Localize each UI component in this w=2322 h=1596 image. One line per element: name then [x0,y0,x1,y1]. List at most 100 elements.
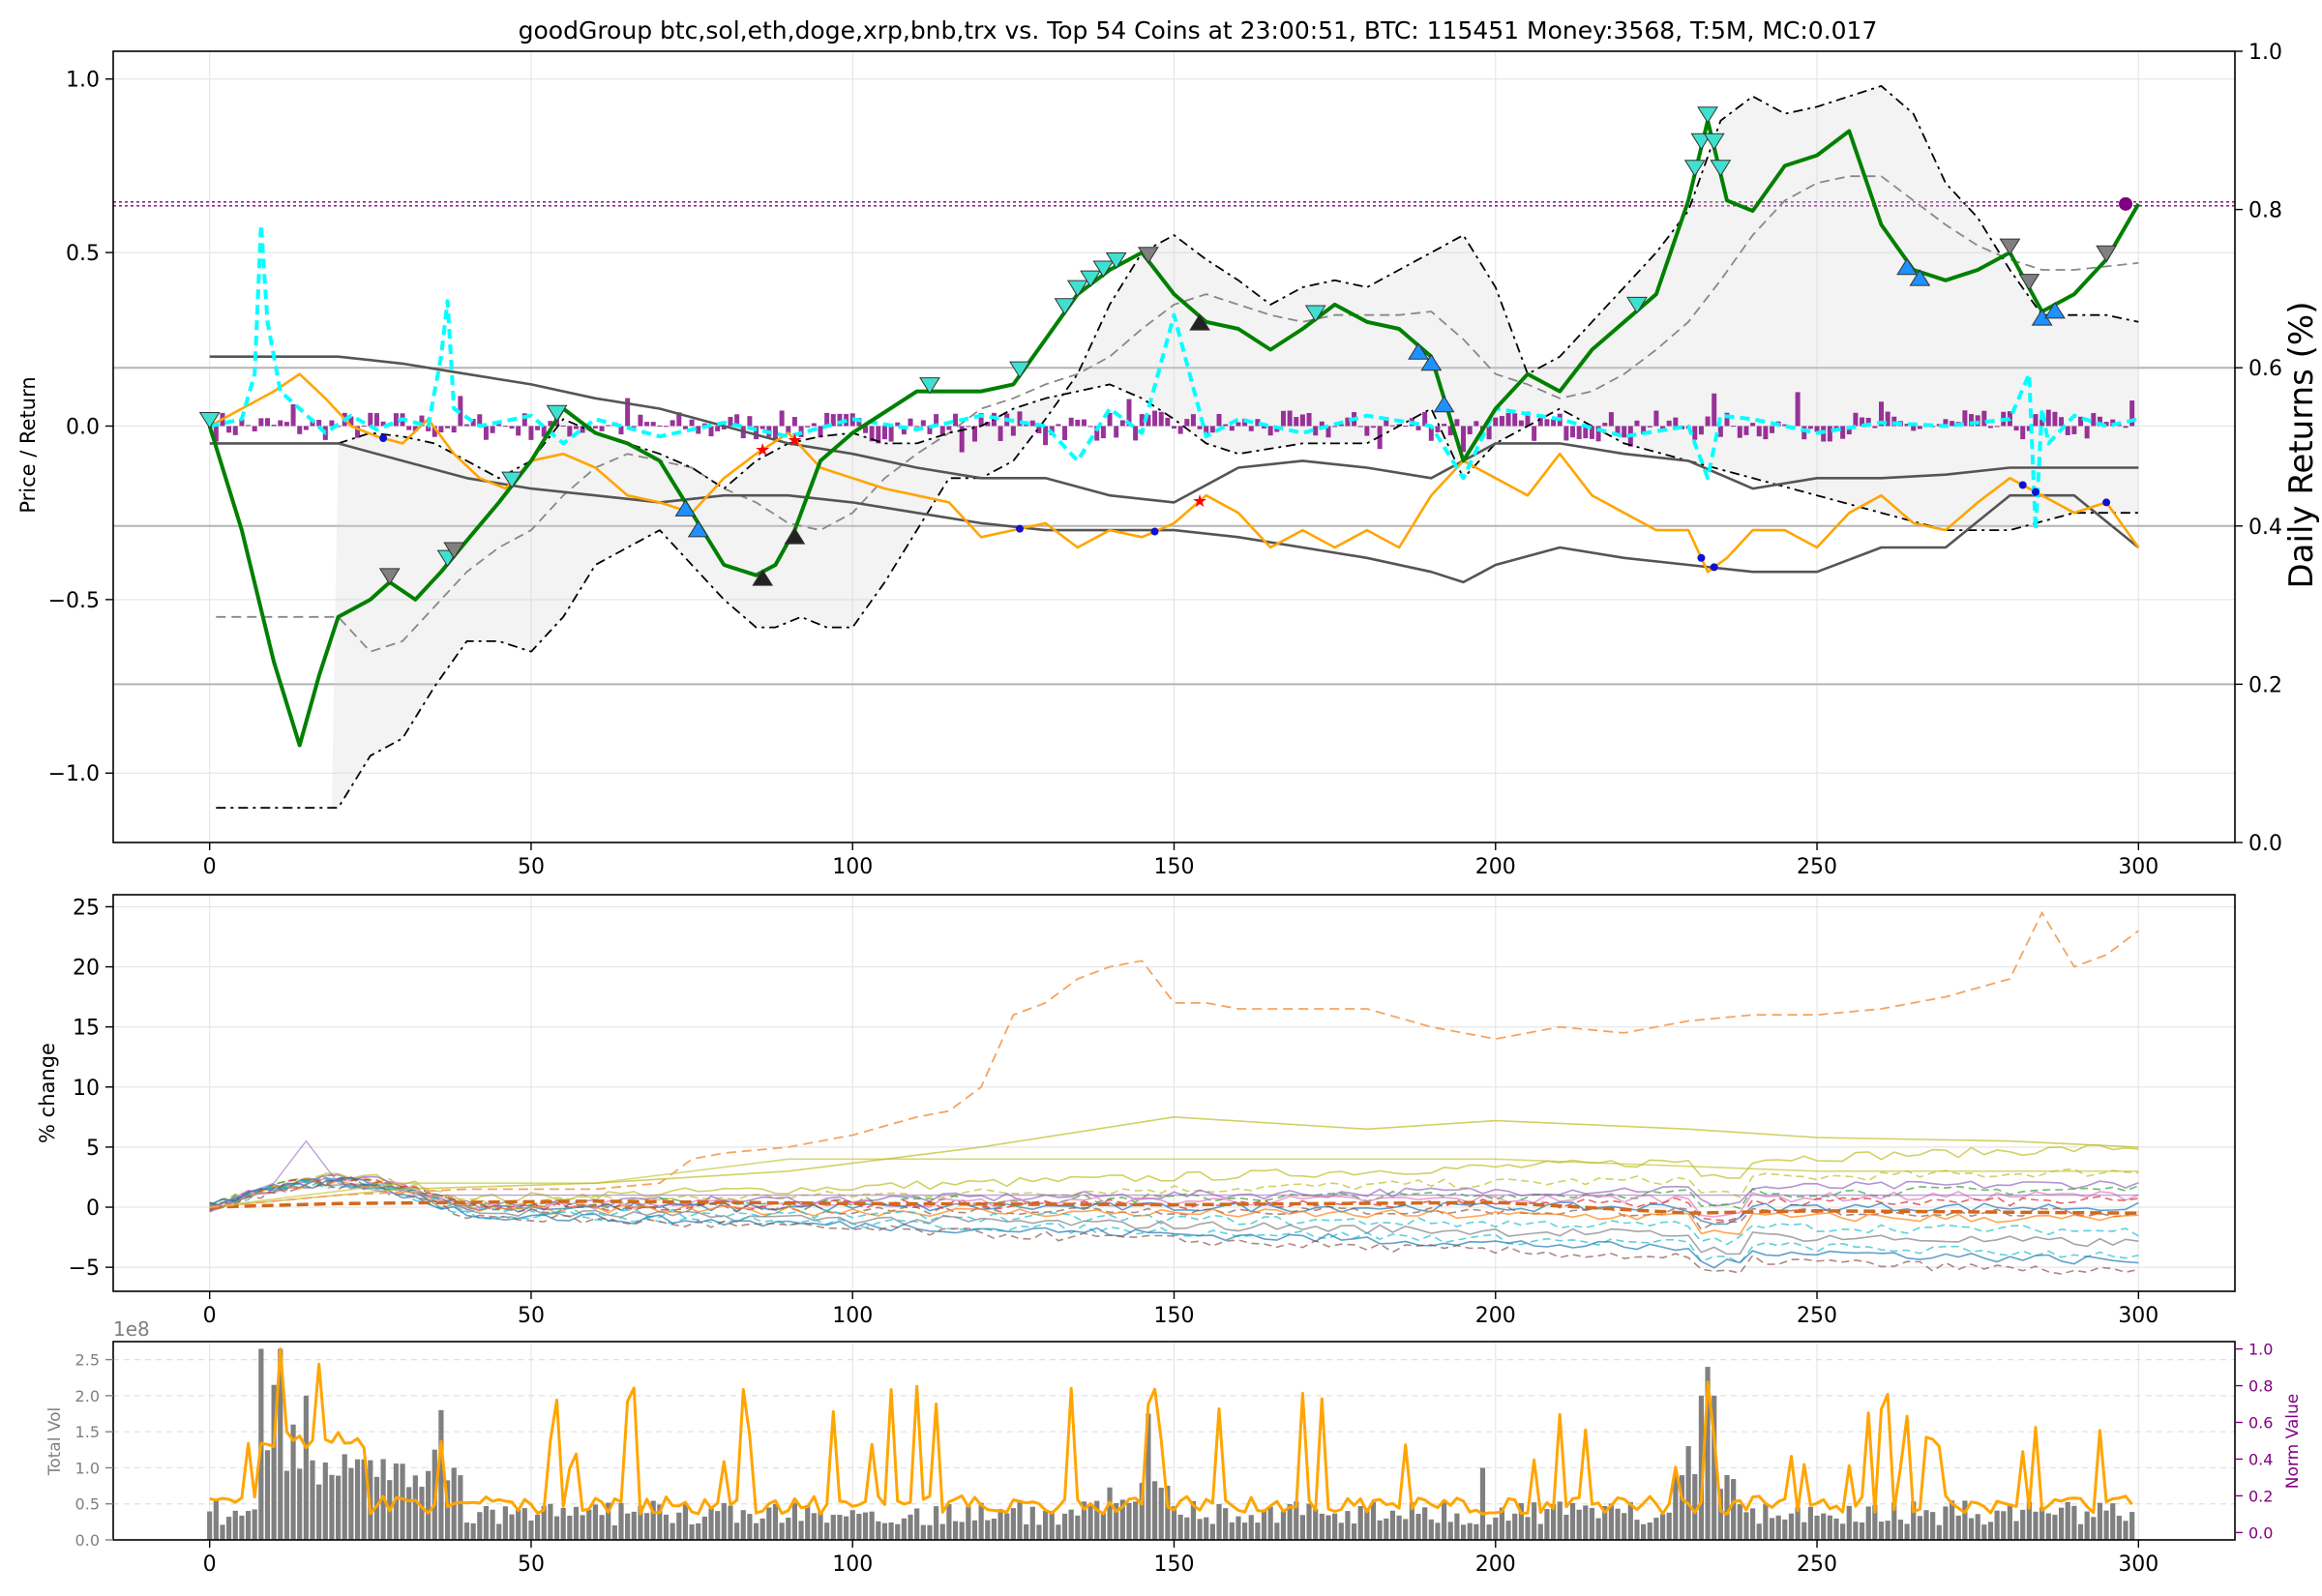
y2-tick-label: 0.4 [2248,516,2282,540]
volume-bar [1313,1509,1319,1540]
volume-bar [232,1510,238,1540]
daily-return-bar [355,426,361,438]
daily-return-bar [1737,426,1742,438]
trade-marker [784,527,806,545]
volume-exponent-label: 1e8 [113,1317,150,1341]
volume-bar [1622,1513,1627,1540]
volume-bar [631,1511,637,1540]
volume-bar [297,1468,303,1540]
y-tick-label: 1.0 [66,69,100,93]
daily-return-bar [509,426,515,429]
daily-return-bar [1885,411,1890,427]
daily-return-bar [548,421,553,427]
volume-bar [1872,1504,1878,1540]
x-tick-label: 200 [1475,855,1516,879]
volume-bar [1255,1522,1261,1540]
volume-bar [689,1524,695,1540]
daily-return-bar [521,413,527,427]
volume-bar [509,1514,515,1540]
daily-return-bar [1891,416,1897,427]
daily-return-bar [772,426,778,440]
daily-return-bar [747,416,753,427]
volume-bar [1287,1504,1293,1540]
daily-return-bar [888,426,894,442]
daily-return-bar [2020,426,2026,440]
volume-bar [1576,1509,1582,1540]
daily-return-bar [1036,426,1042,434]
volume-bar [843,1516,849,1540]
volume-bar [1151,1481,1158,1540]
daily-return-bar [580,426,585,433]
volume-bar [1165,1486,1171,1540]
daily-return-bar [721,426,727,429]
volume-bar [1087,1505,1093,1540]
volume-bar [444,1480,451,1540]
volume-bar [1749,1508,1756,1540]
x-tick-label: 0 [203,1304,217,1328]
volume-y-label: Total Vol [45,1407,65,1477]
volume-bar [2045,1513,2051,1540]
volume-bar [1583,1505,1589,1540]
volume-bar [2097,1502,2103,1540]
volume-bar [824,1522,830,1540]
y-tick-label: 5 [86,1137,100,1161]
volume-bar [1737,1504,1742,1540]
volume-bar [1036,1524,1042,1540]
main-y-label: Price / Return [16,376,40,513]
trade-marker [2044,301,2066,319]
daily-return-bar [573,426,579,429]
volume-bar [934,1506,939,1540]
daily-return-bar [1165,417,1171,427]
volume-bar [791,1502,798,1540]
daily-return-bar [959,426,965,453]
volume-bar [1428,1519,1434,1540]
daily-return-bar [516,426,521,436]
daily-return-bar [908,418,913,427]
daily-return-bar [1807,426,1813,429]
volume-bar [927,1524,933,1540]
daily-return-bar [1081,419,1087,427]
volume-bar [1486,1524,1492,1540]
volume-bar [1653,1518,1659,1540]
volume-bar [1917,1516,1922,1540]
volume-bar [1557,1501,1563,1540]
volume-bar [1415,1514,1421,1540]
volume-bar [670,1522,675,1540]
volume-bar [560,1507,566,1540]
volume-bar [1460,1524,1467,1540]
volume-bar [701,1516,707,1540]
volume-bar [1319,1513,1325,1540]
volume-bar [1827,1515,1832,1540]
daily-return-bar [1544,419,1550,427]
volume-bar [592,1504,599,1540]
volume-bar [1532,1502,1537,1540]
volume-bar [1248,1515,1254,1540]
trade-markers: ★ ★ ★ [198,106,2133,586]
daily-return-bar [1532,426,1537,441]
daily-return-bar [264,418,270,427]
daily-return-bar [1763,426,1769,440]
daily-return-bar [464,424,469,427]
daily-return-bar [1589,426,1594,439]
buy-dot [1016,524,1025,533]
daily-return-bar [1319,421,1325,427]
daily-return-bar [380,421,386,427]
volume-bar [939,1523,945,1540]
band-area [216,85,2139,809]
volume-bar [1647,1522,1652,1540]
trade-marker [1304,305,1326,322]
coin-change-line [209,1144,2139,1208]
daily-return-bar [1389,425,1395,427]
volume-bar [696,1522,701,1540]
daily-return-bar [2013,426,2019,431]
main-grid [113,51,2235,842]
daily-return-bar [1987,426,1993,429]
daily-return-bar [1435,426,1441,432]
volume-bar [1666,1512,1672,1540]
top-gainer-line [209,910,2139,1208]
daily-return-bar [599,426,605,431]
volume-bar [2103,1510,2109,1540]
volume-bar [496,1523,502,1540]
trade-marker [1896,257,1918,276]
